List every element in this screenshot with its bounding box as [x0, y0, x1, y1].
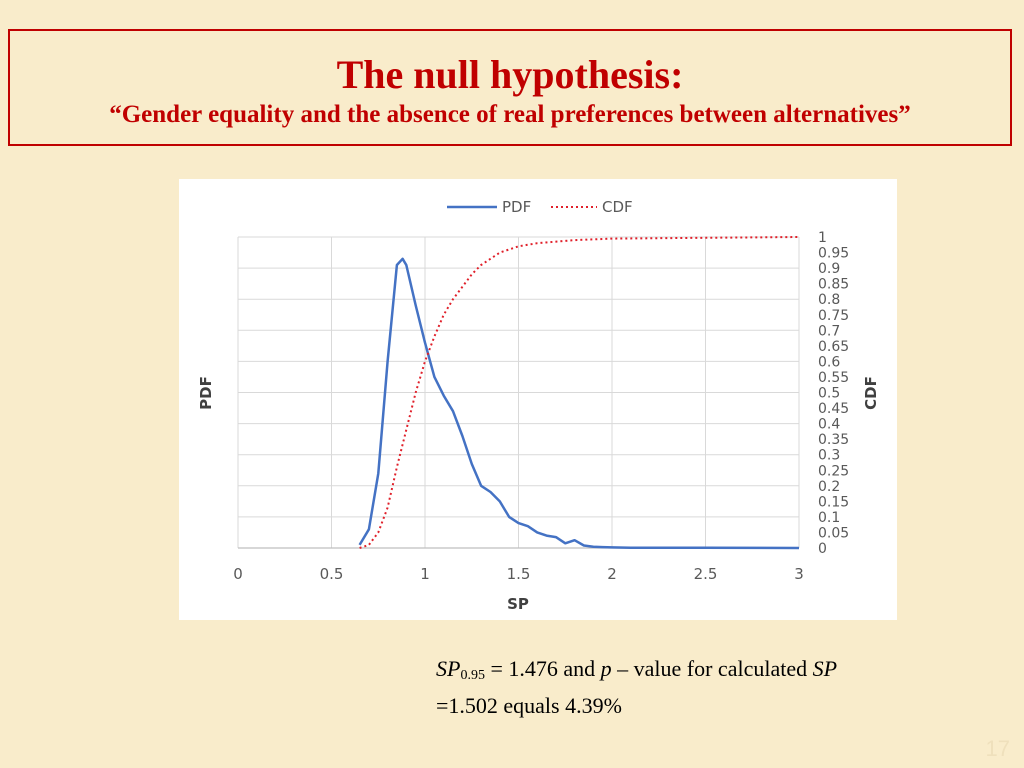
slide-subtitle: “Gender equality and the absence of real… — [109, 101, 911, 128]
x-tick-label: 1.5 — [507, 565, 531, 583]
y-tick-label: 0.3 — [818, 448, 840, 464]
title-box: The null hypothesis: “Gender equality an… — [8, 29, 1012, 146]
y-axis-label: PDF — [197, 376, 215, 410]
y-tick-label: 0.25 — [818, 463, 849, 479]
y-tick-label: 0 — [818, 541, 827, 557]
p-symbol: p — [600, 656, 612, 681]
x-tick-label: 1 — [420, 565, 430, 583]
y-tick-label: 0.45 — [818, 401, 849, 417]
x-tick-label: 0.5 — [320, 565, 344, 583]
sp-symbol-2: SP — [812, 656, 838, 681]
y-tick-label: 0.6 — [818, 354, 840, 370]
x-tick-label: 2.5 — [694, 565, 718, 583]
chart-legend: PDF CDF — [447, 198, 633, 216]
x-axis-label: SP — [507, 595, 529, 613]
y-tick-labels: 00.050.10.150.20.250.30.350.40.450.50.55… — [818, 230, 849, 557]
y-tick-label: 0.55 — [818, 370, 849, 386]
y-tick-label: 0.65 — [818, 339, 849, 355]
page-number: 17 — [985, 736, 1010, 761]
y-tick-label: 0.8 — [818, 292, 840, 308]
y-tick-label: 0.15 — [818, 494, 849, 510]
chart-area: 0 0.5 1 1.5 2 2.5 3 0 0.05 0.1 0.15 0.2 0.25 0.3 0.35… — [179, 179, 897, 620]
y-tick-label: 0.95 — [818, 246, 849, 262]
x-tick-labels: 0 0.5 1 1.5 2 2.5 3 — [233, 565, 804, 583]
x-tick-label: 3 — [794, 565, 804, 583]
y-tick-label: 0.85 — [818, 277, 849, 293]
y-tick-label: 0.2 — [818, 479, 840, 495]
y-tick-label: 0.75 — [818, 308, 849, 324]
y-tick-label: 0.1 — [818, 510, 840, 526]
slide-title: The null hypothesis: — [336, 52, 684, 97]
y-tick-label: 0.4 — [818, 417, 840, 433]
caption-line-2: =1.502 equals 4.39% — [436, 693, 622, 718]
x-tick-label: 2 — [607, 565, 617, 583]
result-caption: SP0.95 = 1.476 and p – value for calcula… — [436, 654, 996, 721]
and-text: and — [563, 656, 601, 681]
sp-symbol: SP — [436, 656, 461, 681]
series-pdf-line — [358, 257, 800, 550]
pdf-cdf-chart: 0 0.5 1 1.5 2 2.5 3 00.050.10.150.20.250.30.35… — [197, 198, 880, 613]
chart-grid — [237, 236, 800, 549]
y-tick-label: 0.05 — [818, 525, 849, 541]
p-value-text: – value for calculated — [611, 656, 813, 681]
chart-series — [358, 236, 800, 550]
x-tick-label: 0 — [233, 565, 243, 583]
y2-axis-label: CDF — [862, 376, 880, 410]
series-cdf-line — [359, 236, 800, 549]
sp-value: = 1.476 — [484, 656, 564, 681]
y-tick-label: 0.35 — [818, 432, 849, 448]
sp-subscript: 0.95 — [460, 668, 485, 683]
y-tick-label: 0.7 — [818, 323, 840, 339]
legend-pdf-label: PDF — [502, 198, 531, 216]
legend-cdf-label: CDF — [602, 198, 633, 216]
y-tick-label: 0.9 — [818, 261, 840, 277]
y-tick-label: 0.5 — [818, 386, 840, 402]
y-tick-label: 1 — [818, 230, 827, 246]
